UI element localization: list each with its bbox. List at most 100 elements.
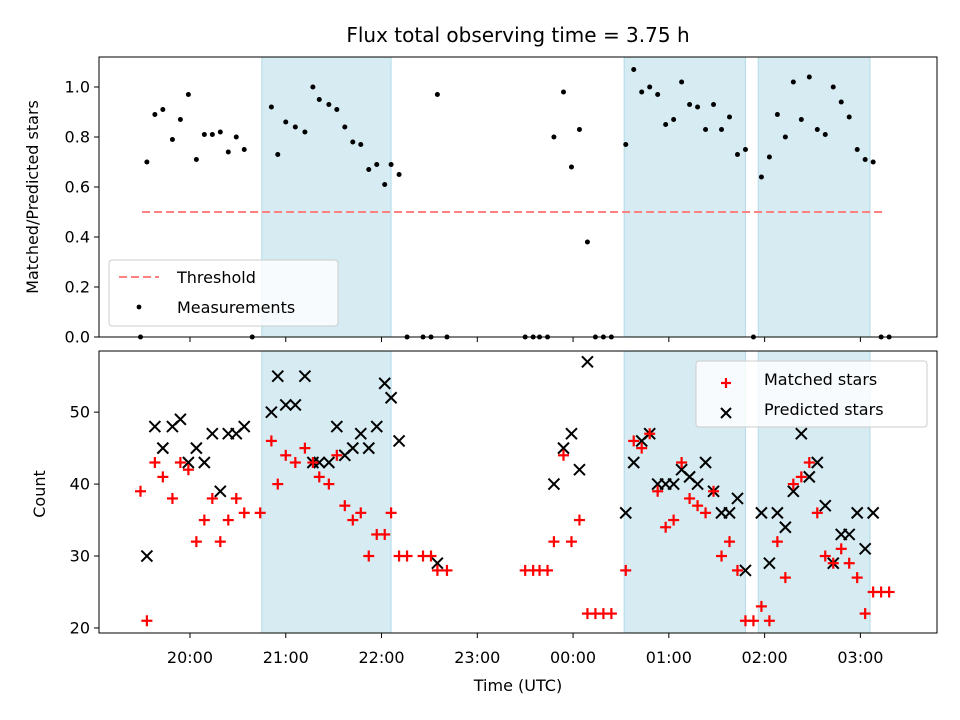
measurement-point xyxy=(152,112,158,117)
matched-star-point xyxy=(755,600,767,612)
predicted-star-point xyxy=(803,470,816,484)
measurement-point xyxy=(822,132,828,137)
y-tick-label: 50 xyxy=(70,403,90,422)
threshold-legend-label: Threshold xyxy=(176,268,256,287)
matched-star-point xyxy=(331,449,343,461)
matched-star-point xyxy=(299,442,311,454)
measurement-point xyxy=(782,134,788,140)
measurement-point xyxy=(302,129,308,135)
matched-star-point xyxy=(557,449,569,461)
matched-star-point xyxy=(157,471,169,483)
measurement-point xyxy=(169,137,175,142)
matched-star-point xyxy=(692,500,704,512)
measurement-point xyxy=(647,84,653,90)
predicted-legend-swatch xyxy=(720,407,732,419)
predicted-star-point xyxy=(795,427,808,440)
matched-star-point xyxy=(787,478,799,490)
measurement-point xyxy=(292,124,298,130)
measurement-point xyxy=(774,112,780,117)
observing-window-band xyxy=(261,350,392,634)
predicted-star-point xyxy=(739,564,752,577)
matched-star-point xyxy=(795,471,807,483)
predicted-star-point xyxy=(354,427,367,440)
ratio-panel: 0.0 0.2 0.4 0.6 0.8 1.0 Flux total observing … xyxy=(23,23,938,347)
count-legend-box xyxy=(695,360,928,428)
matched-star-point xyxy=(628,435,640,447)
matched-star-point xyxy=(835,543,847,555)
matched-star-point xyxy=(425,550,437,562)
matched-star-point xyxy=(238,507,250,519)
matched-star-point xyxy=(771,536,783,548)
predicted-star-point xyxy=(619,506,632,520)
predicted-star-point xyxy=(384,391,398,404)
matched-star-point xyxy=(843,557,855,569)
chart-title: Flux total observing time = 3.75 h xyxy=(346,23,689,47)
measurement-point xyxy=(225,149,231,155)
x-tick-label: 01:00 xyxy=(646,648,692,667)
matched-star-point xyxy=(431,564,443,576)
predicted-star-point xyxy=(547,477,561,491)
predicted-star-point xyxy=(843,528,856,541)
measurement-point xyxy=(862,157,868,162)
matched-star-point xyxy=(700,507,712,519)
predicted-star-point xyxy=(198,456,211,469)
predicted-star-point xyxy=(691,477,704,491)
matched-star-point xyxy=(379,528,391,540)
predicted-star-point xyxy=(346,441,360,455)
measurement-point xyxy=(268,104,274,110)
measurement-point xyxy=(734,152,740,157)
measurement-point xyxy=(814,127,820,132)
observing-window-band xyxy=(757,56,871,338)
measurement-point xyxy=(758,174,764,180)
measurement-point xyxy=(434,92,440,97)
x-tick-label: 23:00 xyxy=(454,648,500,667)
predicted-star-point xyxy=(148,420,162,433)
predicted-star-point xyxy=(763,557,776,570)
matched-star-point xyxy=(289,457,301,469)
matched-star-point xyxy=(149,457,161,469)
y-tick-label: 0.2 xyxy=(65,278,90,297)
predicted-star-point xyxy=(627,456,640,469)
measurement-point xyxy=(742,147,748,152)
measurement-point xyxy=(703,127,709,132)
predicted-star-point xyxy=(279,398,292,412)
y-tick-label: 0.4 xyxy=(65,228,90,247)
measurement-point xyxy=(185,92,191,97)
predicted-star-point xyxy=(858,542,872,556)
measurement-point xyxy=(209,132,215,137)
measurement-point xyxy=(726,114,732,120)
y-tick-label: 0.8 xyxy=(65,128,90,147)
matched-star-point xyxy=(347,514,359,526)
matched-star-point xyxy=(166,492,178,504)
matched-star-point xyxy=(779,572,791,584)
measurement-point xyxy=(631,67,637,72)
measurement-point xyxy=(350,139,356,145)
matched-star-point xyxy=(307,457,319,469)
ratio-plot-frame xyxy=(98,56,938,338)
predicted-star-point xyxy=(581,355,594,368)
matched-star-point xyxy=(716,550,728,562)
x-tick-label: 03:00 xyxy=(837,648,883,667)
matched-star-point xyxy=(141,615,153,627)
predicted-star-point xyxy=(431,557,444,570)
measurement-point xyxy=(177,117,183,122)
matched-star-point xyxy=(708,485,720,497)
predicted-star-point xyxy=(723,506,736,520)
matched-star-point xyxy=(636,442,648,454)
matched-star-point xyxy=(548,536,560,548)
predicted-star-point xyxy=(392,434,406,448)
matched-star-point xyxy=(811,507,823,519)
measurement-point xyxy=(854,147,860,152)
measurements-legend-label: Measurements xyxy=(177,298,295,317)
predicted-star-point xyxy=(265,405,278,419)
matched-star-point xyxy=(819,550,831,562)
predicted-star-point xyxy=(298,369,312,383)
measurement-point xyxy=(695,104,701,110)
predicted-star-point xyxy=(787,485,800,498)
x-tick-label: 00:00 xyxy=(550,648,596,667)
measurement-point xyxy=(283,119,289,125)
predicted-star-point xyxy=(156,441,170,455)
predicted-star-point xyxy=(819,499,832,512)
predicted-star-point xyxy=(238,420,251,433)
measurement-point xyxy=(366,167,372,172)
